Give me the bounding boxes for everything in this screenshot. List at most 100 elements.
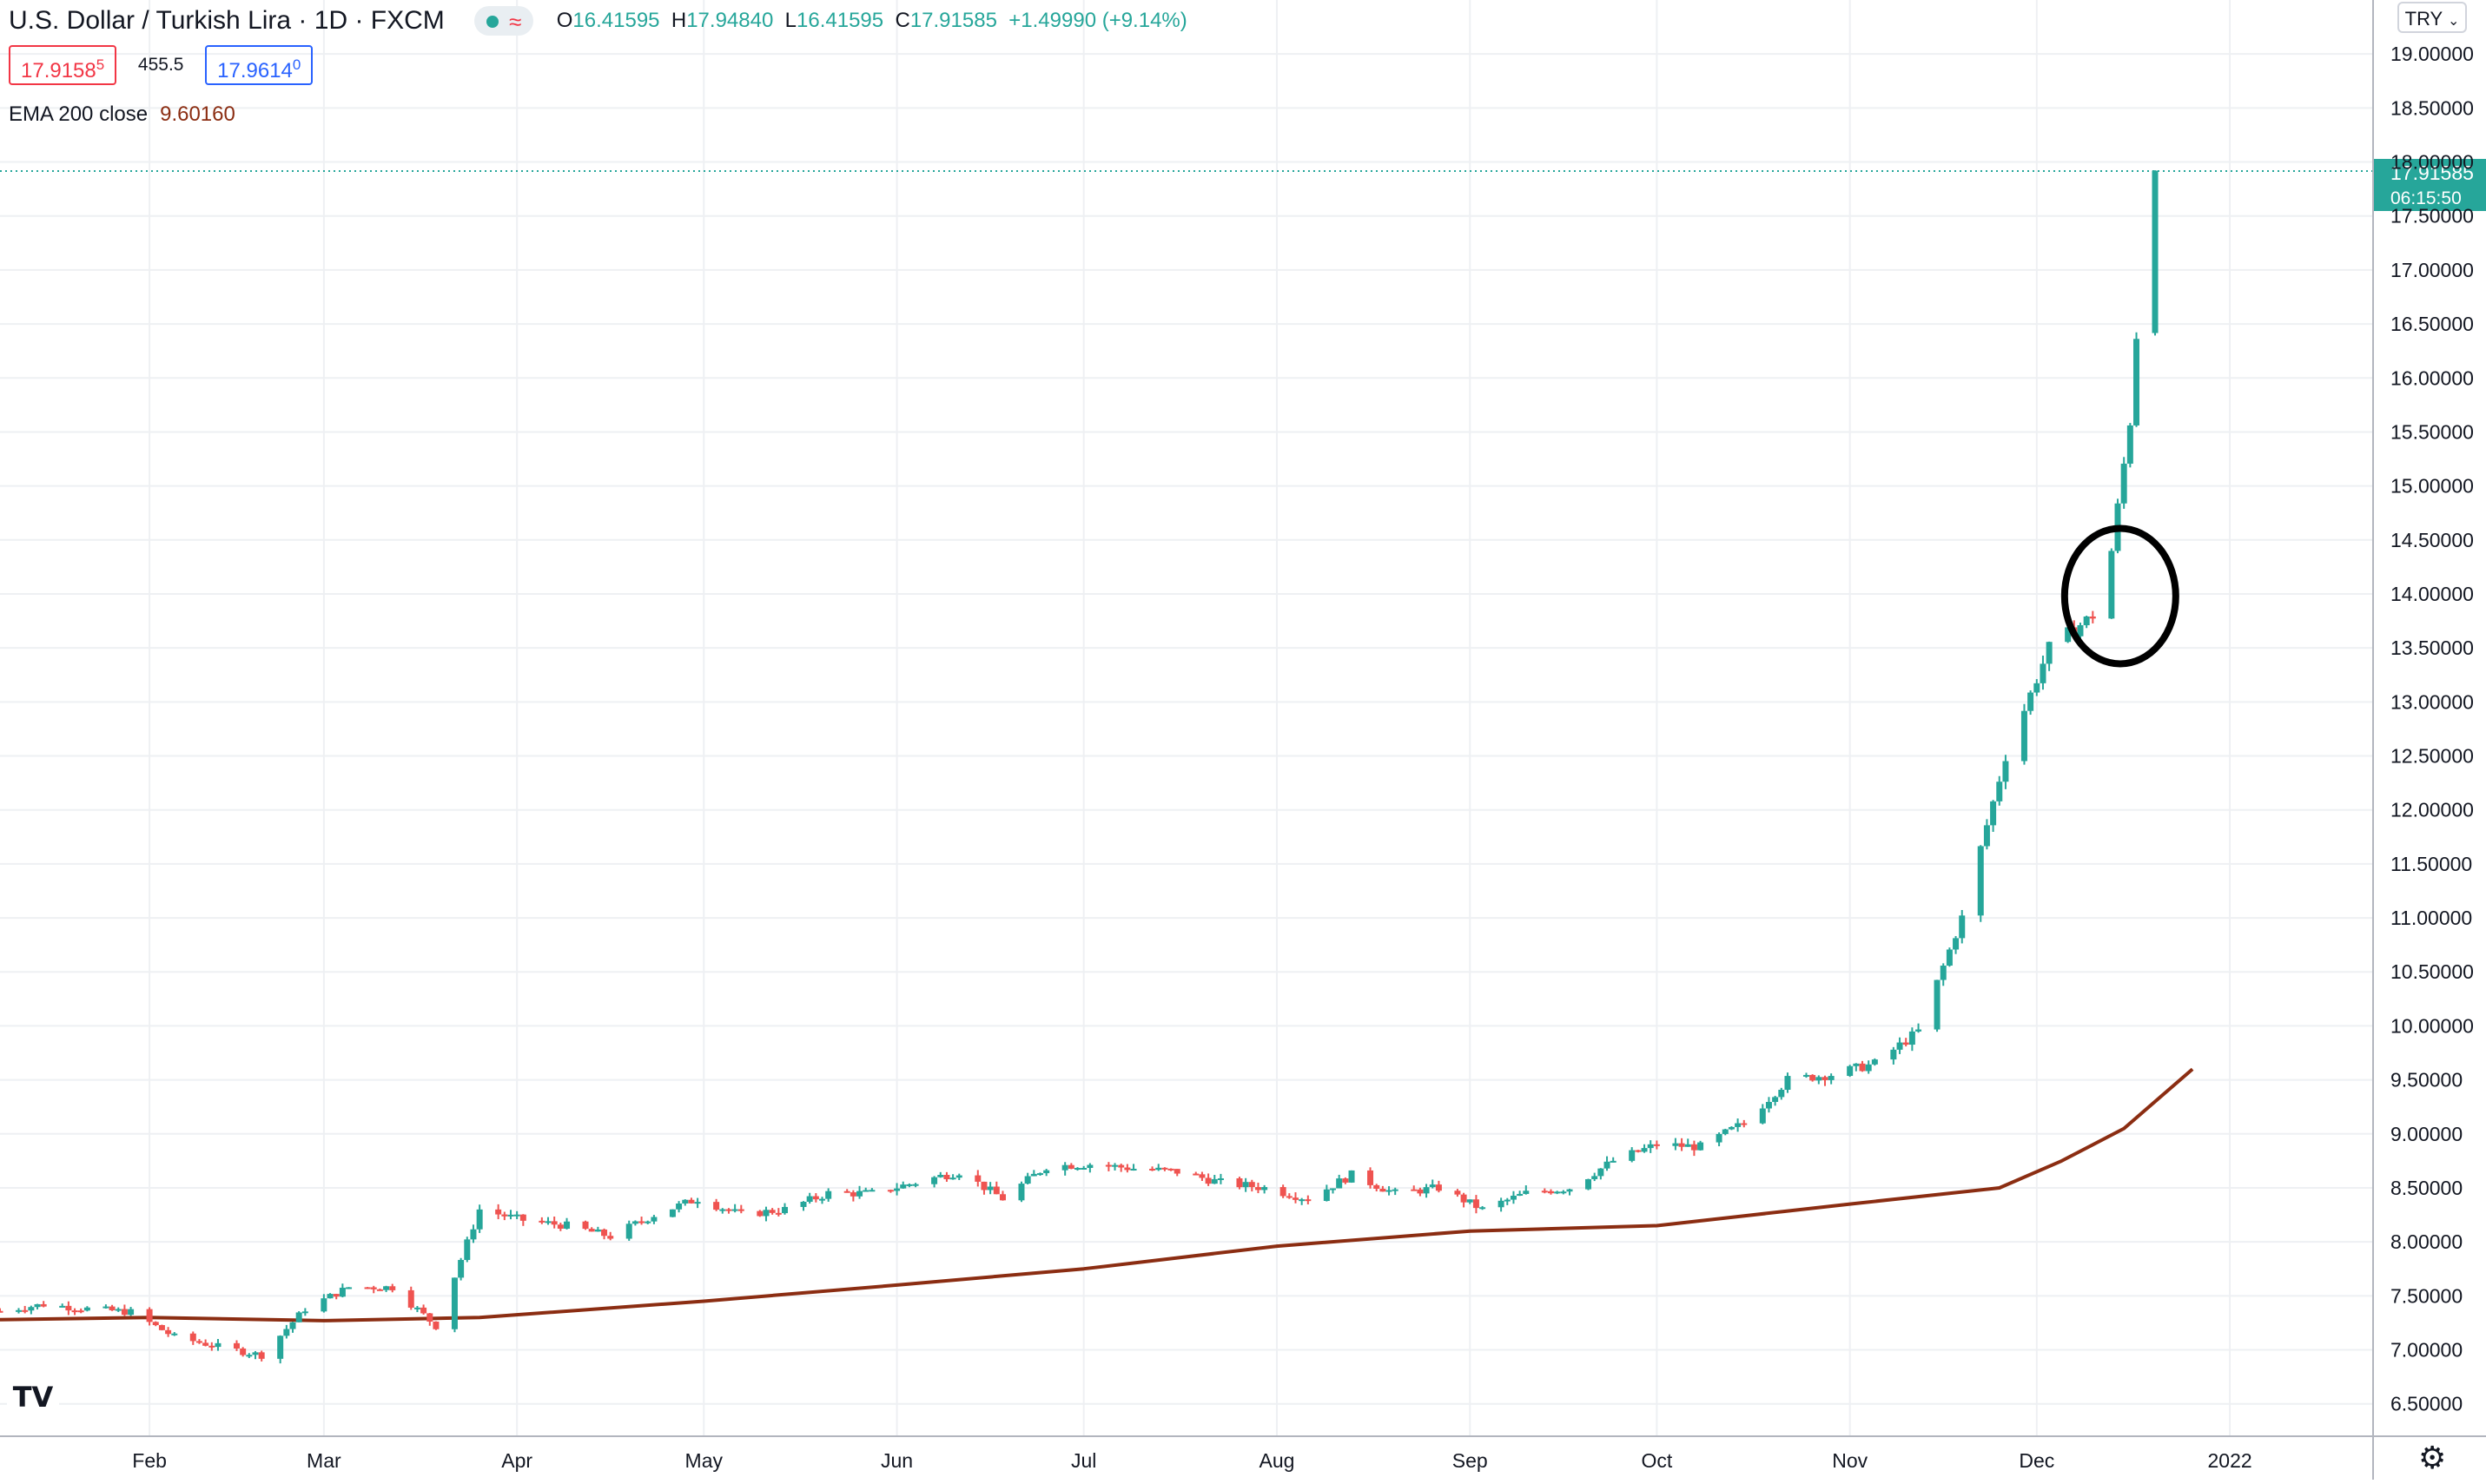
candle-body (2108, 551, 2115, 619)
candle-body (1217, 1177, 1224, 1180)
candle-body (806, 1196, 813, 1202)
candle (1254, 1183, 1261, 1194)
candle (2108, 548, 2115, 619)
candle-body (1865, 1064, 1872, 1072)
candle-body (1815, 1077, 1822, 1081)
candle-body (301, 1311, 308, 1314)
candle-body (1896, 1042, 1903, 1050)
candle-body (1392, 1189, 1398, 1191)
candle-body (894, 1188, 901, 1191)
candle (1759, 1104, 1766, 1125)
candle-body (1429, 1184, 1436, 1188)
candle-body (376, 1289, 383, 1291)
candle-body (812, 1196, 819, 1200)
candle-body (1959, 915, 1966, 939)
candle (1174, 1169, 1180, 1177)
candle (1690, 1140, 1697, 1157)
candle (894, 1183, 901, 1196)
sell-price-button[interactable]: 17.91585 (9, 45, 117, 85)
last-price-label: 17.91585 (2390, 162, 2474, 184)
candle (999, 1190, 1006, 1201)
candle (2152, 170, 2159, 336)
candle-body (582, 1221, 589, 1230)
candle (1859, 1060, 1866, 1072)
candle-body (2089, 616, 2096, 619)
candle-body (1716, 1133, 1722, 1143)
candle-body (906, 1184, 913, 1186)
market-status-pill[interactable]: ≈ (474, 6, 534, 36)
candle-body (1859, 1063, 1866, 1072)
candle-body (470, 1229, 477, 1240)
candle (1828, 1073, 1835, 1085)
candles (0, 170, 2159, 1364)
candle (1199, 1171, 1206, 1181)
candle (1778, 1087, 1785, 1100)
candle-body (651, 1217, 658, 1222)
buy-price-button[interactable]: 17.96140 (205, 45, 314, 85)
candle-body (1466, 1199, 1473, 1203)
candle (987, 1182, 994, 1195)
candle (887, 1189, 894, 1193)
candle-body (2120, 463, 2127, 504)
candle-body (451, 1277, 458, 1329)
candle (215, 1338, 221, 1351)
candle (2126, 423, 2133, 468)
x-tick-label: 2022 (2207, 1449, 2251, 1472)
tradingview-logo-icon[interactable]: TV (7, 1374, 59, 1421)
candle-body (34, 1303, 41, 1308)
candle (1149, 1166, 1156, 1171)
candle (819, 1197, 826, 1204)
candle (676, 1201, 683, 1213)
candle-body (1261, 1187, 1268, 1190)
ask-main: 17.9614 (217, 59, 293, 82)
y-tick-label: 12.00000 (2390, 799, 2474, 821)
candle-body (246, 1355, 253, 1357)
candle (289, 1322, 296, 1333)
candle (582, 1220, 589, 1230)
candle-body (1435, 1184, 1442, 1191)
annotation-circle (2060, 524, 2179, 668)
candle (246, 1353, 253, 1359)
candle (1472, 1195, 1479, 1214)
currency-selector[interactable]: TRY ⌄ (2397, 2, 2467, 33)
candle-body (999, 1194, 1006, 1201)
candle (763, 1206, 770, 1222)
candle-body (383, 1286, 390, 1290)
candle (458, 1257, 465, 1281)
candle-body (407, 1289, 414, 1308)
candle (1105, 1162, 1112, 1171)
candle (1728, 1126, 1735, 1131)
candle-body (955, 1175, 962, 1178)
candle-body (1167, 1168, 1174, 1171)
candle-body (128, 1309, 135, 1316)
indicator-legend[interactable]: EMA 200 close 9.60160 (9, 102, 235, 127)
candle-body (1641, 1148, 1648, 1152)
candle-body (252, 1352, 259, 1355)
candle-body (1330, 1188, 1337, 1190)
candle (1672, 1138, 1679, 1151)
candle-body (1591, 1176, 1598, 1179)
x-tick-label: Jul (1071, 1449, 1096, 1472)
candle-body (1853, 1063, 1860, 1066)
candle (1112, 1163, 1119, 1171)
candle (1977, 845, 1984, 922)
candle (1517, 1190, 1524, 1197)
candle (1741, 1119, 1748, 1128)
symbol-title[interactable]: U.S. Dollar / Turkish Lira · 1D · FXCM (9, 6, 445, 36)
candle-body (931, 1177, 938, 1184)
candle (1902, 1038, 1909, 1047)
candle-body (887, 1190, 894, 1192)
candle-body (1728, 1126, 1735, 1130)
candle-body (2033, 683, 2040, 693)
candle-body (987, 1186, 994, 1190)
candle-body (1336, 1178, 1343, 1189)
candle-body (1784, 1076, 1791, 1091)
candle (557, 1223, 564, 1231)
candle (1466, 1199, 1473, 1204)
y-tick-label: 7.50000 (2390, 1284, 2463, 1307)
candle (1385, 1186, 1392, 1196)
gear-icon[interactable]: ⚙ (2418, 1440, 2447, 1475)
candle (65, 1301, 72, 1316)
candle (869, 1188, 876, 1192)
